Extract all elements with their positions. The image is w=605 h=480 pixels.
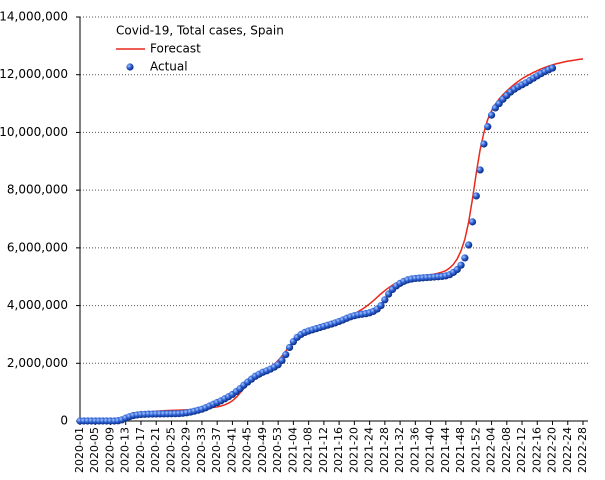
- y-tick-label: 4,000,000: [7, 298, 68, 312]
- x-tick-label: 2021-16: [332, 427, 345, 473]
- actual-point: [468, 218, 477, 226]
- x-tick-label: 2021-04: [286, 427, 299, 473]
- actual-point: [461, 254, 469, 262]
- legend-label: Forecast: [150, 42, 201, 56]
- x-tick-label: 2020-41: [225, 427, 238, 473]
- x-tick-label: 2021-20: [347, 427, 360, 473]
- y-tick-label: 12,000,000: [0, 67, 68, 81]
- x-tick-label: 2021-28: [378, 427, 391, 473]
- actual-point: [465, 241, 473, 249]
- actual-point: [484, 123, 492, 131]
- legend-marker: [126, 63, 134, 71]
- y-tick-label: 14,000,000: [0, 10, 68, 24]
- x-tick-label: 2022-08: [500, 427, 513, 473]
- actual-point: [476, 166, 484, 174]
- legend-label: Actual: [150, 60, 188, 74]
- x-tick-label: 2020-49: [256, 427, 269, 473]
- actual-point: [278, 356, 286, 364]
- x-tick-label: 2020-33: [195, 427, 208, 473]
- x-tick-label: 2020-17: [134, 427, 147, 473]
- actual-point: [377, 301, 385, 310]
- x-tick-label: 2020-29: [180, 427, 193, 473]
- x-tick-label: 2021-24: [363, 427, 376, 473]
- x-tick-label: 2021-32: [393, 427, 406, 473]
- y-tick-label: 0: [60, 414, 68, 428]
- x-tick-label: 2021-08: [302, 427, 315, 473]
- actual-point: [472, 192, 480, 200]
- x-tick-label: 2021-48: [454, 427, 467, 473]
- actual-point: [457, 261, 465, 269]
- x-tick-label: 2021-44: [439, 427, 452, 473]
- x-tick-label: 2020-45: [241, 427, 254, 473]
- actual-point: [285, 343, 294, 352]
- x-tick-label: 2021-52: [469, 427, 482, 473]
- x-tick-label: 2022-04: [485, 427, 498, 473]
- legend-title: Covid-19, Total cases, Spain: [116, 24, 284, 38]
- actual-point: [282, 351, 290, 359]
- x-tick-label: 2020-21: [149, 427, 162, 473]
- actual-point: [548, 64, 557, 72]
- x-tick-label: 2022-24: [561, 427, 574, 473]
- y-tick-label: 8,000,000: [7, 183, 68, 197]
- x-tick-label: 2020-53: [271, 427, 284, 473]
- x-tick-label: 2020-13: [119, 427, 132, 473]
- x-tick-label: 2020-37: [210, 427, 223, 473]
- x-tick-label: 2022-20: [546, 427, 559, 473]
- y-tick-label: 2,000,000: [7, 356, 68, 370]
- x-tick-label: 2021-40: [424, 427, 437, 473]
- x-tick-label: 2020-05: [88, 427, 101, 473]
- forecast-line: [80, 58, 584, 422]
- actual-point: [487, 111, 496, 119]
- x-tick-label: 2022-28: [576, 427, 589, 473]
- x-tick-label: 2020-01: [73, 427, 86, 473]
- y-tick-label: 6,000,000: [7, 240, 68, 254]
- x-tick-label: 2021-12: [317, 427, 330, 473]
- actual-point: [480, 140, 488, 148]
- x-tick-label: 2022-16: [530, 427, 543, 473]
- x-tick-label: 2020-09: [103, 427, 116, 473]
- x-tick-label: 2022-12: [515, 427, 528, 473]
- x-tick-label: 2021-36: [408, 427, 421, 473]
- actual-point: [381, 296, 389, 304]
- y-tick-label: 10,000,000: [0, 125, 68, 139]
- x-tick-label: 2020-25: [164, 427, 177, 473]
